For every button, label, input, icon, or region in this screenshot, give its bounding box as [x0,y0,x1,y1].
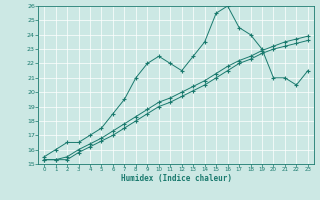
X-axis label: Humidex (Indice chaleur): Humidex (Indice chaleur) [121,174,231,183]
